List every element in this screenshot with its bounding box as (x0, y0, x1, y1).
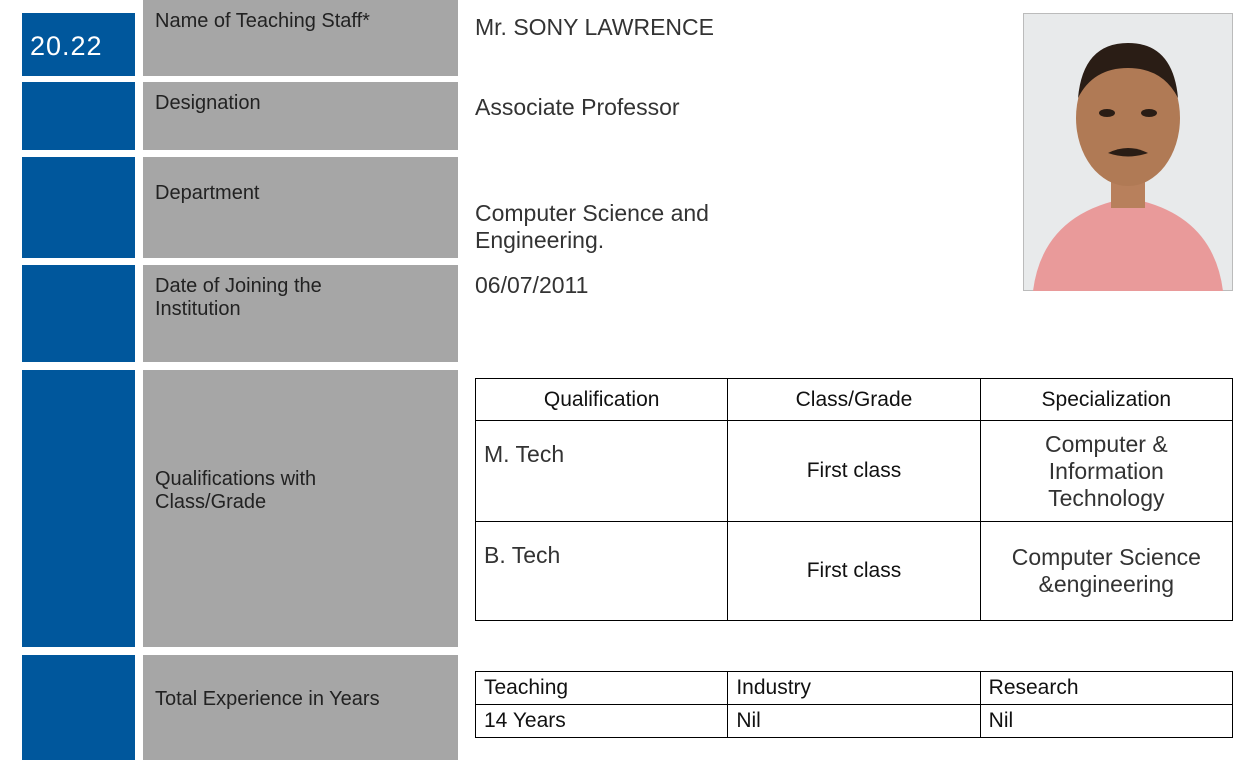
blue-cell (22, 655, 135, 760)
cell: First class (727, 420, 981, 522)
cell: Computer & Information Technology (979, 420, 1233, 522)
header-cell: Research (979, 671, 1233, 705)
blue-cell (22, 157, 135, 258)
cell: B. Tech (474, 521, 729, 621)
label-cell (143, 82, 458, 150)
label-cell (143, 370, 458, 647)
field-label: Department (155, 182, 260, 204)
experience-table: Teaching Industry Research 14 Years Nil … (474, 671, 1233, 738)
cell: First class (727, 521, 981, 621)
field-value: 06/07/2011 (475, 272, 589, 298)
field-value: Mr. SONY LAWRENCE (475, 14, 714, 40)
blue-cell (22, 265, 135, 362)
field-label: Qualifications with Class/Grade (155, 468, 317, 513)
cell: M. Tech (474, 420, 729, 522)
label-cell (143, 265, 458, 362)
qualification-table: Qualification Class/Grade Specialization… (474, 378, 1233, 621)
field-value: Associate Professor (475, 94, 680, 120)
header-cell: Qualification (474, 378, 729, 421)
blue-cell (22, 82, 135, 150)
cell: Computer Science &engineering (979, 521, 1233, 621)
blue-cell (22, 370, 135, 647)
header-cell: Industry (727, 671, 981, 705)
field-label: Total Experience in Years (155, 688, 380, 710)
label-cell (143, 157, 458, 258)
id-cell: 20.22 (22, 13, 135, 76)
cell: Nil (979, 704, 1233, 738)
field-label: Designation (155, 92, 261, 114)
header-cell: Teaching (474, 671, 729, 705)
cell: Nil (727, 704, 981, 738)
photo (1023, 13, 1233, 291)
id-number: 20.22 (30, 31, 103, 61)
label-cell (143, 0, 458, 76)
field-value: Computer Science and Engineering. (475, 200, 709, 253)
field-label: Name of Teaching Staff* (155, 10, 370, 32)
label-cell (143, 655, 458, 760)
field-label: Date of Joining the Institution (155, 275, 322, 320)
cell: 14 Years (474, 704, 729, 738)
header-cell: Specialization (979, 378, 1233, 421)
header-cell: Class/Grade (727, 378, 981, 421)
